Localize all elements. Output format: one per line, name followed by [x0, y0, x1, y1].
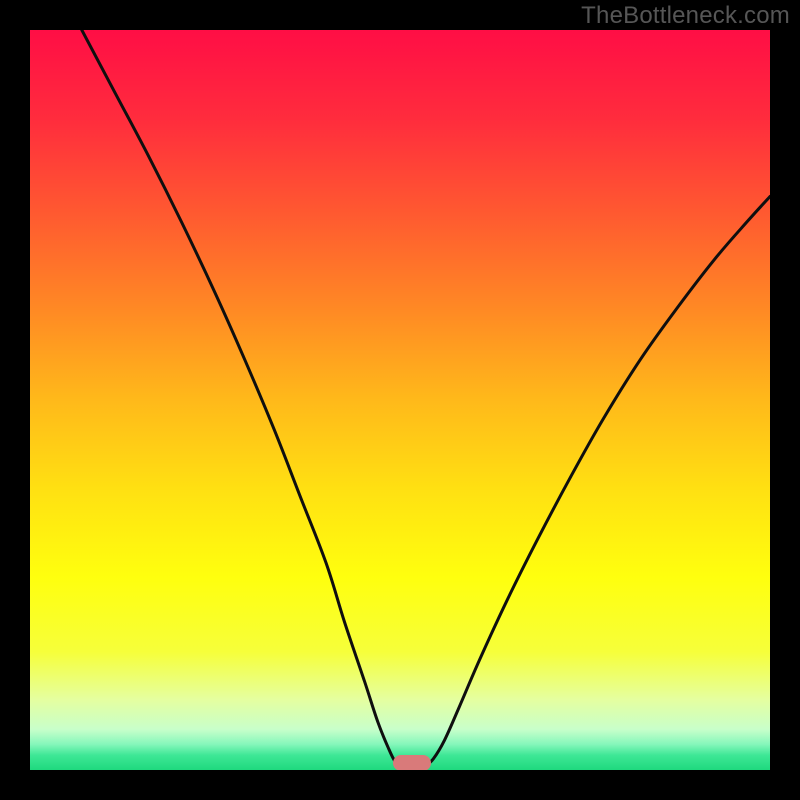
- chart-frame: TheBottleneck.com: [0, 0, 800, 800]
- plot-area: [30, 30, 770, 770]
- optimal-point-marker: [393, 755, 431, 770]
- watermark-text: TheBottleneck.com: [581, 2, 790, 30]
- bottleneck-curve: [30, 30, 770, 770]
